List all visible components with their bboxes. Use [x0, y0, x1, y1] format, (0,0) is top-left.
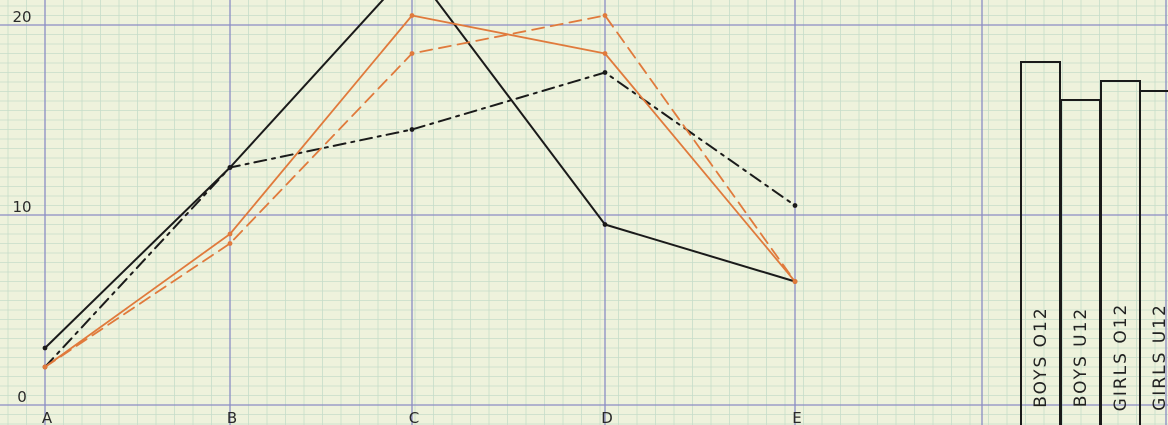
x-tick-label: B [227, 409, 237, 425]
data-point [409, 13, 415, 18]
data-point [409, 51, 415, 56]
data-point [602, 51, 608, 56]
legend-label: GIRLS U12 [1150, 303, 1168, 411]
data-point [227, 231, 233, 237]
data-point [409, 127, 415, 132]
legend-label: BOYS O12 [1031, 306, 1051, 407]
data-point [602, 70, 608, 75]
x-tick-label: C [409, 409, 419, 425]
data-point [792, 203, 798, 208]
series-line-0 [44, 0, 796, 349]
legend-label: BOYS U12 [1071, 307, 1091, 407]
data-point [602, 13, 608, 18]
data-point [42, 345, 48, 351]
y-tick-label: 20 [12, 8, 31, 26]
data-point [42, 364, 48, 370]
y-tick-label: 10 [12, 198, 31, 216]
data-point [227, 241, 233, 246]
x-tick-label: A [42, 409, 53, 425]
data-point [792, 279, 798, 284]
x-tick-label: D [601, 409, 613, 425]
data-point [227, 165, 233, 170]
y-tick-label: 0 [17, 388, 27, 406]
x-tick-label: E [792, 409, 801, 425]
legend-label: GIRLS O12 [1111, 303, 1131, 412]
data-point [602, 222, 608, 227]
legend-box [1139, 90, 1168, 425]
